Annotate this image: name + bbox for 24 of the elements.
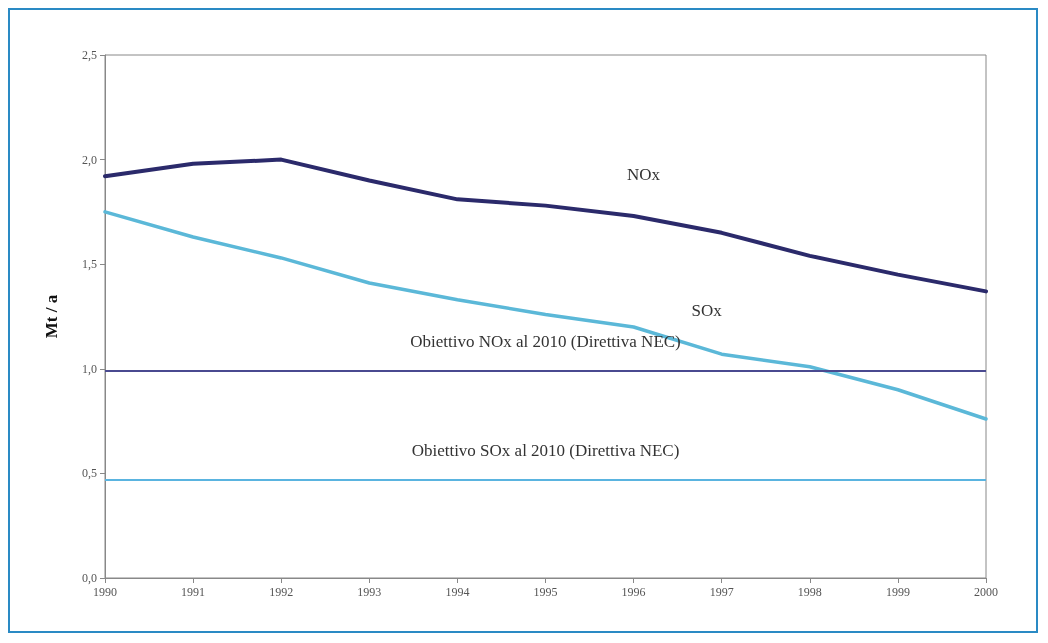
x-tick-label: 1992: [269, 585, 294, 599]
x-tick-label: 1990: [93, 585, 117, 599]
y-tick-label: 1,0: [82, 361, 97, 376]
x-tick-label: 1999: [885, 585, 910, 599]
x-tick-label: 1991: [181, 585, 206, 599]
x-tick-label: 1994: [445, 585, 470, 599]
x-tick-label: 1996: [621, 585, 646, 599]
y-tick-label: 0,0: [82, 571, 97, 585]
x-tick-label: 1997: [709, 585, 734, 599]
series-label: NOx: [627, 165, 661, 185]
x-tick-label: 2000: [974, 585, 998, 599]
line-series: [103, 157, 988, 294]
line-series: [103, 210, 988, 421]
y-tick-label: 0,5: [82, 466, 97, 481]
x-tick-label: 1998: [797, 585, 822, 599]
y-tick-label: 2,5: [82, 48, 97, 62]
y-axis-title: Mt / a: [42, 294, 61, 339]
x-tick-label: 1993: [357, 585, 382, 599]
y-tick-label: 1,5: [82, 257, 97, 272]
series-label: SOx: [691, 301, 723, 321]
ref-line-label: Obiettivo SOx al 2010 (Direttiva NEC): [411, 440, 680, 460]
y-tick-label: 2,0: [82, 152, 97, 167]
x-tick-label: 1995: [533, 585, 558, 599]
ref-line-label: Obiettivo NOx al 2010 (Direttiva NEC): [410, 331, 681, 351]
